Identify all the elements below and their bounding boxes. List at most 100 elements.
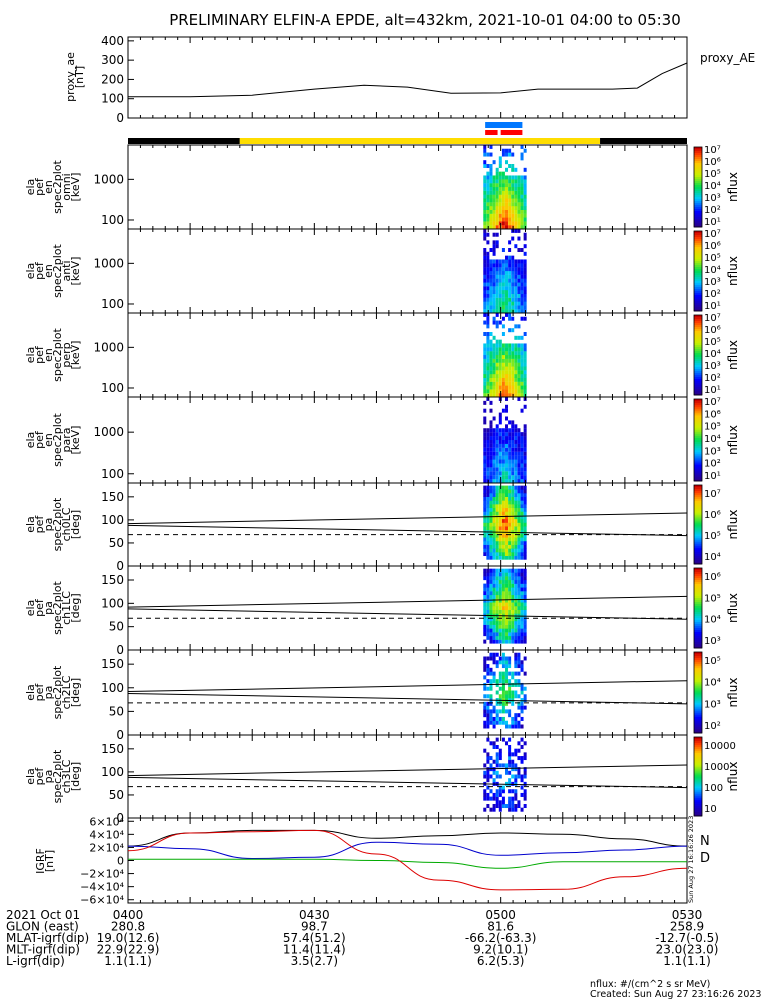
spectrogram-pixel: [520, 248, 524, 252]
colorbar-cell: [694, 333, 702, 336]
spectrogram-pixel: [489, 263, 493, 268]
spectrogram-pixel: [489, 628, 493, 633]
spectrogram-pixel: [517, 217, 521, 222]
spectrogram-pixel: [483, 639, 487, 644]
spectrogram-pixel: [492, 209, 496, 214]
spectrogram-pixel: [495, 652, 499, 657]
spectrogram-pixel: [492, 741, 496, 746]
spectrogram-pixel: [520, 293, 524, 298]
spectrogram-pixel: [514, 724, 518, 729]
spectrogram-pixel: [492, 451, 496, 456]
spectrogram-pixel: [514, 606, 518, 610]
spectrogram-pixel: [508, 744, 512, 749]
y-axis-label-line: ela: [24, 263, 37, 280]
spectrogram-pixel: [498, 594, 502, 599]
spectrogram-pixel: [511, 377, 515, 382]
spectrogram-pixel: [495, 796, 499, 801]
spectrogram-pixel: [495, 393, 499, 398]
spectrogram-pixel: [508, 770, 512, 775]
spectrogram-pixel: [505, 701, 509, 706]
spectrogram-pixel: [483, 332, 487, 336]
spectrogram-pixel: [483, 312, 487, 317]
spectrogram-pixel: [501, 459, 505, 464]
spectrogram-pixel: [505, 213, 509, 218]
spectrogram-pixel: [514, 217, 518, 222]
spectrogram-pixel: [489, 587, 493, 592]
spectrogram-pixel: [505, 167, 509, 172]
ephemeris-value: 0530: [672, 908, 703, 922]
colorbar-cell: [694, 766, 702, 770]
spectrogram-pixel: [508, 351, 512, 356]
spectrogram-pixel: [495, 518, 499, 523]
spectrogram-pixel: [517, 225, 521, 230]
spectrogram-pixel: [501, 763, 505, 768]
spectrogram-pixel: [492, 744, 496, 749]
spectrogram-pixel: [495, 774, 499, 779]
spectrogram-pixel: [517, 389, 521, 394]
spectrogram-pixel: [498, 792, 502, 797]
spectrogram-pixel: [523, 694, 527, 699]
spectrogram-pixel: [523, 489, 527, 494]
colorbar-tick-label: 10¹: [704, 301, 721, 312]
spectrogram-pixel: [505, 804, 509, 809]
spectrogram-pixel: [492, 609, 496, 614]
spectrogram-pixel: [495, 606, 499, 610]
spectrogram-pixel: [501, 504, 505, 509]
spectrogram-pixel: [505, 741, 509, 746]
spectrogram-pixel: [517, 443, 521, 448]
spectrogram-pixel: [505, 639, 509, 644]
colorbar-cell: [694, 359, 702, 362]
y-axis-label-line: pa: [42, 518, 55, 532]
y-axis-label-line: ela: [24, 600, 37, 617]
spectrogram-pixel: [520, 443, 524, 448]
spectrogram-pixel: [492, 267, 496, 272]
spectrogram-pixel: [505, 217, 509, 222]
spectrogram-pixel: [489, 716, 493, 721]
spectrogram-pixel: [511, 552, 515, 557]
spectrogram-pixel: [483, 544, 487, 549]
spectrogram-pixel: [517, 705, 521, 710]
spectrogram-pixel: [517, 572, 521, 577]
spectrogram-pixel: [486, 552, 490, 557]
spectrogram-pixel: [514, 664, 518, 669]
colorbar-cell: [694, 568, 702, 571]
spectrogram-pixel: [495, 533, 499, 538]
spectrogram-pixel: [523, 741, 527, 746]
spectrogram-pixel: [489, 774, 493, 779]
colorbar-cell: [694, 189, 702, 192]
spectrogram-pixel: [495, 485, 499, 490]
spectrogram-pixel: [483, 475, 487, 480]
spectrogram-pixel: [511, 781, 515, 786]
science-zone-blue-bar: [485, 122, 523, 128]
spectrogram-pixel: [505, 358, 509, 363]
spectrogram-pixel: [486, 347, 490, 352]
colorbar-cell: [694, 153, 702, 156]
spectrogram-pixel: [483, 500, 487, 505]
colorbar-cell: [694, 782, 702, 785]
spectrogram-pixel: [508, 548, 512, 553]
spectrogram-pixel: [492, 606, 496, 610]
spectrogram-pixel: [489, 489, 493, 494]
spectrogram-pixel: [495, 213, 499, 218]
y-axis-label-line: IGRF: [34, 848, 47, 874]
spectrogram-pixel: [520, 198, 524, 203]
spectrogram-pixel: [508, 515, 512, 520]
spectrogram-pixel: [514, 432, 518, 437]
spectrogram-pixel: [511, 606, 515, 610]
spectrogram-pixel: [514, 436, 518, 441]
spectrogram-pixel: [501, 248, 505, 252]
spectrogram-pixel: [486, 432, 490, 437]
colorbar-cell: [694, 572, 702, 575]
colorbar-cell: [694, 688, 702, 691]
spectrogram-pixel: [498, 455, 502, 460]
colorbar-frame: [693, 651, 703, 734]
spectrogram-pixel: [495, 522, 499, 527]
spectrogram-pixel: [517, 767, 521, 772]
spectrogram-pixel: [517, 479, 521, 484]
spectrogram-pixel: [498, 504, 502, 509]
colorbar-cell: [694, 618, 702, 621]
spectrogram-pixel: [486, 451, 490, 456]
spectrogram-pixel: [517, 305, 521, 310]
colorbar-cell: [694, 183, 702, 186]
colorbar-cell: [694, 147, 702, 150]
